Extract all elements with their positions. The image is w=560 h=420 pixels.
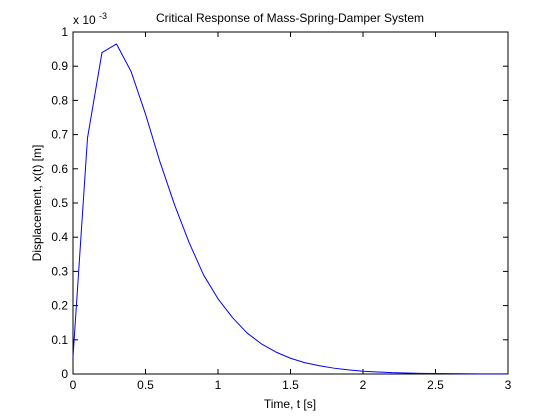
y-tick-label: 0.8 bbox=[51, 93, 68, 107]
y-tick-label: 0.1 bbox=[51, 333, 68, 347]
x-tick-label: 1 bbox=[215, 378, 222, 392]
series-line bbox=[72, 43, 509, 375]
y-tick-label: 0.5 bbox=[51, 196, 68, 210]
y-multiplier-exponent: -3 bbox=[99, 11, 107, 21]
x-axis-label: Time, t [s] bbox=[264, 397, 316, 411]
chart-title: Critical Response of Mass-Spring-Damper … bbox=[156, 11, 424, 25]
plot-area bbox=[72, 31, 509, 375]
x-tick-label: 0.5 bbox=[137, 378, 154, 392]
series-layer bbox=[72, 43, 509, 375]
x-tick-label: 2 bbox=[360, 378, 367, 392]
x-tick-label: 0 bbox=[70, 378, 77, 392]
y-multiplier-base: x 10 bbox=[73, 13, 96, 27]
x-axis-ticks: 0 0.5 1 1.5 2 2.5 3 bbox=[70, 32, 512, 392]
x-tick-label: 3 bbox=[505, 378, 512, 392]
x-tick-label: 2.5 bbox=[427, 378, 444, 392]
y-tick-label: 0.4 bbox=[51, 230, 68, 244]
y-axis-multiplier: x 10 -3 bbox=[73, 11, 107, 27]
x-tick-label: 1.5 bbox=[282, 378, 299, 392]
y-axis-label: Displacement, x(t) [m] bbox=[30, 145, 44, 262]
y-tick-label: 1 bbox=[61, 25, 68, 39]
y-tick-label: 0 bbox=[61, 367, 68, 381]
y-tick-label: 0.3 bbox=[51, 264, 68, 278]
y-tick-label: 0.2 bbox=[51, 299, 68, 313]
y-axis-ticks: 0 0.1 0.2 0.3 0.4 0.5 0.6 0.7 0.8 0.9 1 bbox=[51, 25, 508, 381]
y-tick-label: 0.6 bbox=[51, 162, 68, 176]
y-tick-label: 0.9 bbox=[51, 59, 68, 73]
y-tick-label: 0.7 bbox=[51, 128, 68, 142]
